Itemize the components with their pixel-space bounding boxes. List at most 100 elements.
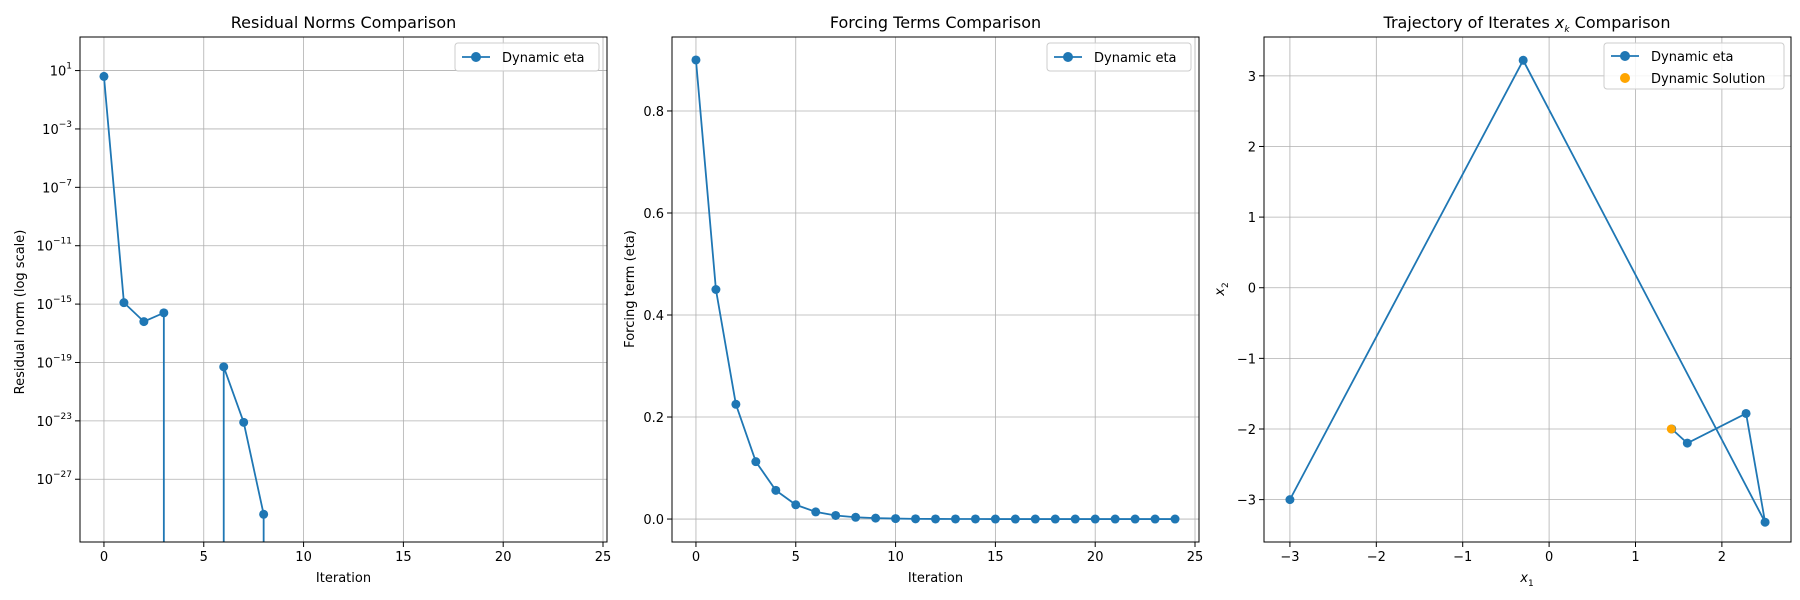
chart3-series: [1285, 55, 1770, 527]
chart2-point: [711, 285, 721, 294]
chart1-frame: [79, 36, 608, 543]
chart2-ytick-label: 0.0: [643, 513, 664, 528]
chart3-point: [1741, 408, 1751, 418]
chart1-ytick-label: 10−11: [36, 237, 72, 255]
chart1-xtick-label: 25: [595, 550, 612, 565]
chart3-title-main: Trajectory of Iterates: [1383, 13, 1550, 32]
chart1-xtick-label: 20: [495, 550, 512, 565]
chart3-xtick-label: −3: [1280, 550, 1299, 565]
chart2-point: [851, 512, 861, 522]
chart1-ytick-label: 10−27: [36, 470, 72, 488]
chart3-xtick-label: 1: [1631, 550, 1639, 565]
chart3-solution-point: [1666, 424, 1676, 434]
chart1-ytick-label: 10−15: [36, 295, 72, 313]
chart1-ytick-label: 10−3: [42, 120, 72, 138]
residual-norms-panel: Residual Norms Comparison Iteration Resi…: [13, 13, 611, 586]
chart2-xtick-label: 25: [1187, 550, 1204, 565]
chart2-ytick-label: 0.8: [643, 105, 664, 120]
chart1-point: [219, 362, 229, 372]
chart2-xtick-label: 0: [692, 550, 700, 565]
chart2-point: [1070, 514, 1080, 524]
chart3-legend-marker: [1620, 51, 1630, 61]
chart1-ticks: 0 5 10 15 20 25 101 10−3 10−7 10−11 10−15 10−19 10−2…: [36, 62, 611, 565]
chart2-legend-label: Dynamic eta: [1094, 51, 1177, 66]
chart3-ytick-label: −3: [1237, 494, 1256, 509]
chart1-ytick-label: 10−7: [42, 178, 72, 196]
chart3-point: [1760, 517, 1770, 527]
chart2-point: [1170, 514, 1180, 524]
forcing-terms-panel: Forcing Terms Comparison Iteration Forci…: [623, 13, 1203, 586]
chart3-title-suffix: Comparison: [1575, 13, 1671, 32]
chart2-point: [831, 510, 841, 520]
chart2-series: [691, 55, 1180, 524]
chart2-ytick-label: 0.2: [643, 411, 664, 426]
chart1-xtick-label: 5: [200, 550, 208, 565]
chart2-ticks: 0 5 10 15 20 25 0.0 0.2 0.4 0.6 0.8: [643, 105, 1203, 565]
chart3-xtick-label: −2: [1367, 550, 1386, 565]
chart3-point: [1285, 495, 1295, 505]
chart1-ytick-label: 10−23: [36, 412, 72, 430]
chart3-legend: Dynamic eta Dynamic Solution: [1603, 42, 1785, 90]
chart3-ytick-label: −1: [1237, 352, 1256, 367]
chart3-xtick-label: 0: [1545, 550, 1553, 565]
chart1-point: [119, 298, 129, 308]
chart1-legend: Dynamic eta: [454, 42, 600, 72]
chart1-ytick-label: 10−19: [36, 353, 72, 371]
chart1-legend-label: Dynamic eta: [502, 51, 585, 66]
chart2-point: [1110, 514, 1120, 524]
chart3-point: [1518, 55, 1528, 65]
chart1-point: [139, 317, 149, 327]
chart3-ytick-label: 0: [1248, 282, 1256, 297]
chart2-ytick-label: 0.4: [643, 309, 664, 324]
chart1-legend-marker: [471, 52, 481, 62]
chart2-point: [1090, 514, 1100, 524]
chart2-legend: Dynamic eta: [1046, 42, 1192, 72]
chart2-ytick-label: 0.6: [643, 207, 664, 222]
chart3-legend-label-2: Dynamic Solution: [1651, 72, 1765, 87]
chart3-ytick-label: −2: [1237, 423, 1256, 438]
chart2-point: [871, 513, 881, 523]
chart3-ylabel: x2: [1213, 282, 1231, 296]
chart1-xlabel: Iteration: [316, 571, 371, 586]
chart3-legend-marker-2: [1620, 73, 1630, 83]
chart2-point: [771, 485, 781, 495]
chart3-ticks: −3 −2 −1 0 1 2 −3 −2 −1 0 1 2 3: [1237, 70, 1726, 565]
chart2-title: Forcing Terms Comparison: [830, 13, 1041, 32]
chart1-xtick-label: 0: [100, 550, 108, 565]
chart2-point: [811, 507, 821, 517]
chart1-xtick-label: 15: [395, 550, 412, 565]
chart3-ytick-label: 3: [1248, 70, 1256, 85]
chart2-xtick-label: 20: [1087, 550, 1104, 565]
chart2-xtick-label: 5: [792, 550, 800, 565]
chart2-point: [791, 500, 801, 510]
chart2-point: [691, 55, 701, 65]
chart3-xtick-label: −1: [1453, 550, 1472, 565]
chart1-point: [99, 71, 109, 81]
chart2-point: [891, 514, 901, 524]
chart2-point: [1010, 514, 1020, 524]
chart2-frame: [671, 36, 1200, 543]
chart1-xtick-label: 10: [295, 550, 312, 565]
chart2-point: [970, 514, 980, 524]
chart2-point: [990, 514, 1000, 524]
chart2-point: [950, 514, 960, 524]
chart3-title-math-sub: k: [1564, 25, 1570, 35]
chart3-xtick-label: 2: [1718, 550, 1726, 565]
chart3-legend-label-1: Dynamic eta: [1651, 50, 1734, 65]
chart3-title-math: x: [1554, 13, 1565, 32]
chart1-title: Residual Norms Comparison: [231, 13, 457, 32]
chart1-point: [259, 509, 269, 519]
trajectory-panel: Trajectory of Iterates xk Comparison x1 …: [1213, 13, 1792, 589]
chart2-point: [1130, 514, 1140, 524]
chart2-legend-marker: [1063, 52, 1073, 62]
chart1-ytick-label: 101: [50, 62, 72, 80]
chart3-point: [1682, 438, 1692, 448]
chart1-point: [159, 308, 169, 318]
chart2-point: [931, 514, 940, 524]
chart3-frame: [1263, 36, 1792, 543]
chart2-point: [751, 457, 761, 467]
chart2-xtick-label: 15: [987, 550, 1004, 565]
chart2-point: [1050, 514, 1060, 524]
chart1-point: [239, 417, 249, 427]
